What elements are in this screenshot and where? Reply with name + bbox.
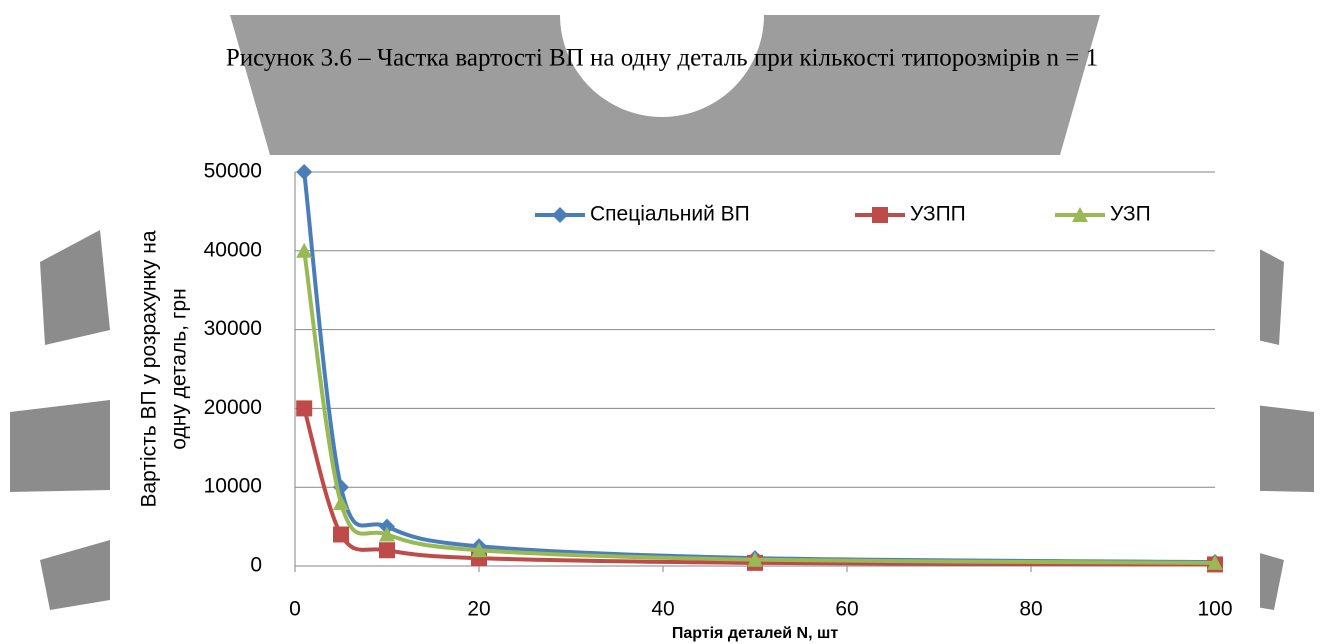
y-tick-label: 0 bbox=[250, 554, 262, 577]
marker bbox=[747, 551, 763, 567]
marker bbox=[296, 164, 313, 180]
chart-title: Рисунок 3.6 – Частка вартості ВП на одну… bbox=[226, 45, 1098, 72]
legend-label: УЗП bbox=[1110, 203, 1151, 226]
marker bbox=[296, 242, 313, 258]
marker bbox=[1072, 207, 1088, 222]
y-tick-label: 10000 bbox=[204, 475, 262, 498]
y-axis-label: Вартість ВП у розрахунку на одну деталь,… bbox=[138, 230, 191, 507]
y-tick-label: 20000 bbox=[204, 396, 262, 419]
legend-label: УЗПП bbox=[910, 203, 966, 226]
marker bbox=[1207, 554, 1223, 570]
marker bbox=[296, 400, 313, 417]
x-tick-label: 60 bbox=[835, 598, 858, 621]
marker bbox=[379, 526, 395, 542]
x-tick-label: 20 bbox=[467, 598, 490, 621]
marker bbox=[379, 542, 395, 559]
legend-label: Спеціальний ВП bbox=[590, 203, 750, 226]
y-tick-label: 50000 bbox=[204, 160, 262, 183]
x-tick-label: 40 bbox=[651, 598, 674, 621]
x-axis-label: Партія деталей N, шт bbox=[672, 625, 839, 642]
x-tick-label: 80 bbox=[1019, 598, 1042, 621]
marker bbox=[552, 207, 568, 223]
y-axis-label-line: Вартість ВП у розрахунку на bbox=[138, 230, 161, 507]
x-tick-label: 0 bbox=[289, 598, 301, 621]
y-tick-label: 40000 bbox=[204, 238, 262, 261]
y-axis-label-line: одну деталь, грн bbox=[168, 288, 191, 450]
y-tick-label: 30000 bbox=[204, 317, 262, 340]
x-tick-label: 100 bbox=[1197, 598, 1232, 621]
marker bbox=[333, 494, 349, 510]
marker bbox=[471, 542, 487, 558]
marker bbox=[872, 207, 888, 223]
marker bbox=[333, 526, 349, 543]
